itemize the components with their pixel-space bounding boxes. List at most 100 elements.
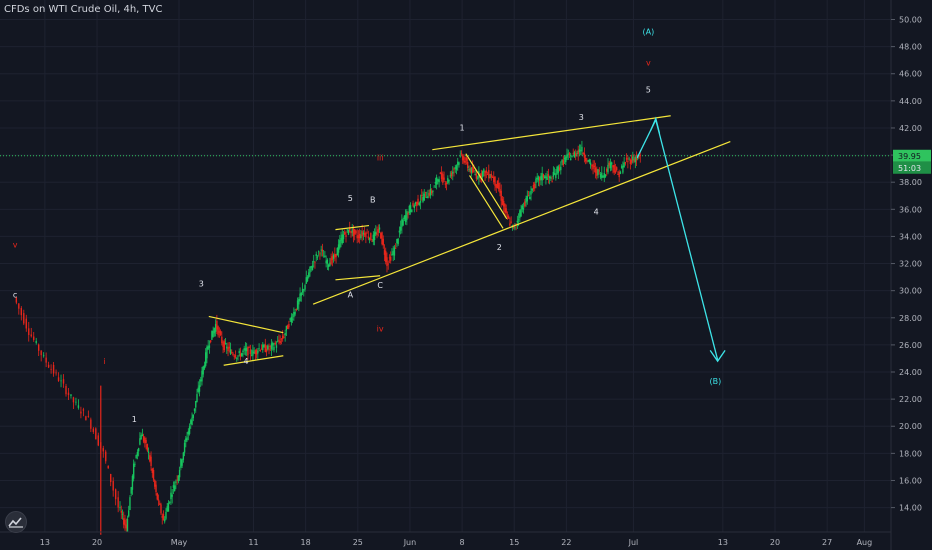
candle-body xyxy=(421,195,423,197)
candle-body xyxy=(591,165,593,167)
candle-body xyxy=(372,234,375,242)
candle-body xyxy=(612,165,614,168)
candle-body xyxy=(376,233,378,236)
candle-body xyxy=(434,182,437,184)
candle-body xyxy=(391,254,393,255)
candle-body xyxy=(236,357,238,359)
candle-body xyxy=(284,332,286,336)
candle-body xyxy=(584,157,587,162)
candle-body xyxy=(402,219,404,226)
candle-body xyxy=(298,299,300,305)
candle-body xyxy=(490,173,492,178)
candle-body xyxy=(581,146,583,152)
wave-label: 1 xyxy=(460,124,465,133)
candle-body xyxy=(506,215,509,217)
x-tick-label: 8 xyxy=(460,538,465,547)
candle-body xyxy=(135,455,137,459)
candle-body xyxy=(345,234,347,238)
y-tick-label: 44.00 xyxy=(899,97,922,106)
candle-body xyxy=(452,171,454,174)
candle-body xyxy=(67,392,70,396)
tradingview-logo-icon[interactable] xyxy=(5,511,27,533)
candle-body xyxy=(502,200,505,207)
chart-title: CFDs on WTI Crude Oil, 4h, TVC xyxy=(4,4,163,15)
candle-body xyxy=(203,365,206,369)
candle-body xyxy=(337,244,340,253)
x-tick-label: Aug xyxy=(857,538,873,547)
candle-body xyxy=(55,372,57,374)
candle-body xyxy=(186,437,188,441)
x-tick-label: 20 xyxy=(92,538,102,547)
candle-body xyxy=(507,216,510,219)
candle-body xyxy=(326,259,329,264)
candle-body xyxy=(393,247,396,256)
candle-body xyxy=(166,506,168,512)
candle-body xyxy=(608,162,610,166)
wave-label: iii xyxy=(377,154,384,163)
candle-body xyxy=(349,228,351,232)
candle-body xyxy=(377,229,379,233)
candle-body xyxy=(324,255,326,258)
candle-body xyxy=(129,497,131,511)
candle-body xyxy=(480,173,483,178)
candle-body xyxy=(558,167,561,171)
candle-body xyxy=(427,195,429,199)
candle-body xyxy=(72,397,75,403)
y-tick-label: 18.00 xyxy=(899,449,922,458)
candle-body xyxy=(264,344,266,352)
candle-body xyxy=(347,229,350,235)
candle-body xyxy=(362,232,365,235)
candle-body xyxy=(147,451,150,453)
candle-body xyxy=(212,330,214,337)
candle-body xyxy=(330,258,332,264)
price-axis[interactable]: 14.00 16.00 18.00 20.00 22.00 24.00 26.00 28.00… xyxy=(890,0,922,550)
candle-body xyxy=(618,171,620,178)
candle-body xyxy=(460,153,463,155)
candle-body xyxy=(454,167,456,169)
candle-body xyxy=(530,191,532,195)
candle-body xyxy=(142,436,145,442)
wave-label: 5 xyxy=(348,194,353,203)
candle-body xyxy=(90,419,92,429)
candle-body xyxy=(217,326,219,336)
candle-body xyxy=(381,232,383,244)
candle-body xyxy=(567,153,569,155)
candle-body xyxy=(598,170,601,172)
candle-body xyxy=(597,169,599,175)
candle-body xyxy=(263,345,265,347)
candle-body xyxy=(18,303,20,309)
candle-body xyxy=(303,289,305,291)
candle-body xyxy=(316,256,319,258)
candle-body xyxy=(493,176,495,183)
candle-body xyxy=(310,266,312,268)
candle-body xyxy=(416,201,418,206)
candle-body xyxy=(128,510,130,517)
flat-upper-line xyxy=(335,224,370,231)
candle-body xyxy=(448,180,450,182)
candle-body xyxy=(232,353,234,356)
wave-label: v xyxy=(13,240,18,249)
candle-body xyxy=(555,173,557,179)
candle-series xyxy=(15,140,641,535)
candle-body xyxy=(404,215,407,222)
candle-body xyxy=(433,186,435,188)
candle-body xyxy=(97,435,99,446)
y-tick-label: 26.00 xyxy=(899,341,922,350)
candle-body xyxy=(110,473,112,483)
candle-body xyxy=(622,165,624,173)
candle-body xyxy=(587,160,589,162)
candle-body xyxy=(439,172,442,175)
candle-body xyxy=(578,149,581,153)
candle-body xyxy=(139,438,141,445)
candle-body xyxy=(197,387,199,392)
candle-body xyxy=(313,261,315,263)
candle-body xyxy=(552,171,555,177)
candle-body xyxy=(438,179,440,183)
candle-body xyxy=(619,171,622,174)
candle-body xyxy=(288,323,290,328)
candle-body xyxy=(628,158,630,160)
candle-body xyxy=(346,229,348,231)
wave-label: (A) xyxy=(642,27,654,36)
time-axis[interactable]: 13 20 May 11 18 25 Jun 8 15 22 Jul 13 20 27 Aug xyxy=(0,531,891,547)
